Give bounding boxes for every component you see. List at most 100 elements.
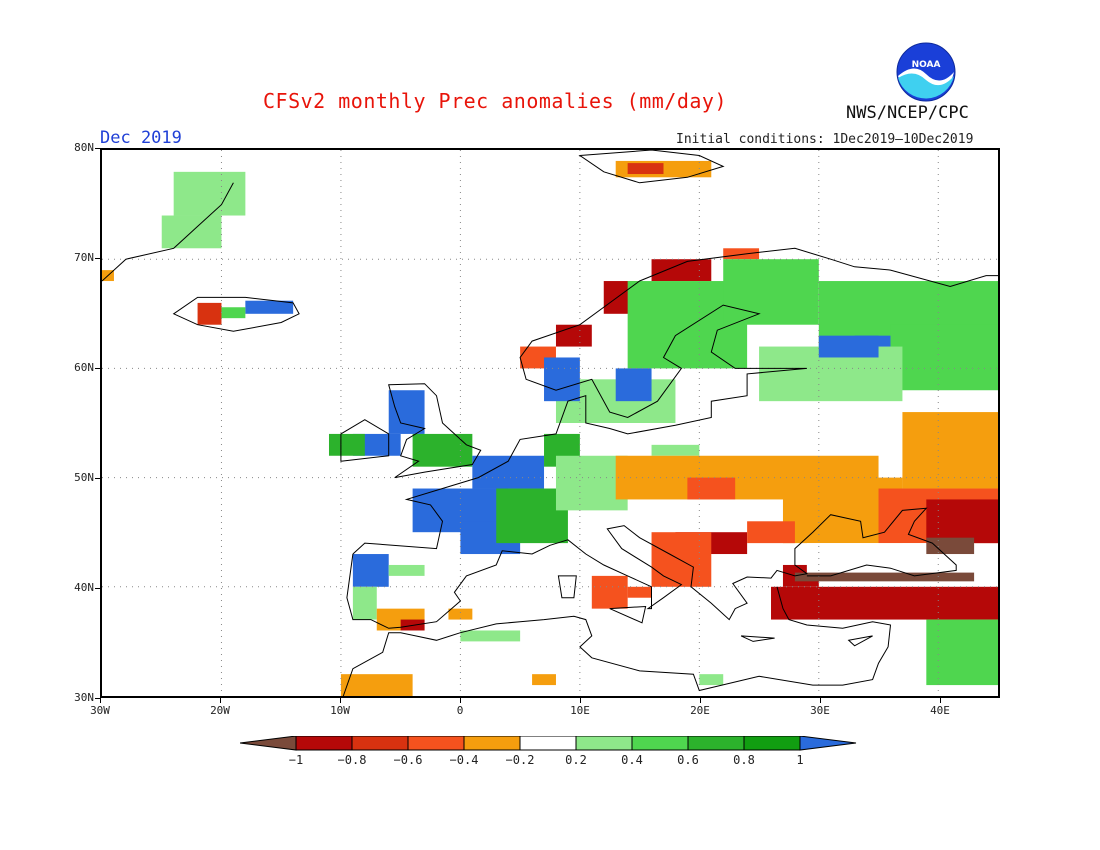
- legend-swatch: [407, 736, 465, 751]
- coastline: [557, 575, 577, 599]
- lon-label: 10E: [570, 704, 590, 717]
- map-canvas: [102, 150, 998, 696]
- anomaly-region-italy-orange: [591, 575, 652, 609]
- anomaly-cell: [627, 586, 652, 598]
- coastline: [346, 507, 957, 629]
- anomaly-cell: [926, 619, 998, 686]
- anomaly-region-svalbard-red: [627, 163, 664, 175]
- lon-label: 10W: [330, 704, 350, 717]
- anomaly-cell: [723, 259, 819, 325]
- anomaly-region-africa-lightgreen: [460, 630, 724, 686]
- legend-label: 0.8: [733, 753, 755, 767]
- anomaly-region-iberia-blue: [352, 554, 389, 587]
- lon-label: 20E: [690, 704, 710, 717]
- anomaly-cell: [352, 586, 377, 620]
- anomaly-region-iceland-west: [197, 302, 222, 325]
- lon-label: 0: [456, 704, 464, 717]
- lon-tick: [940, 698, 941, 703]
- anomaly-map: [100, 148, 1000, 698]
- lon-label: 30W: [90, 704, 110, 717]
- legend-label: −1: [288, 753, 304, 767]
- initial-conditions: Initial conditions: 1Dec2019—10Dec2019: [676, 132, 974, 147]
- lat-tick: [95, 478, 100, 479]
- legend-label: 0.6: [677, 753, 699, 767]
- lat-tick: [95, 368, 100, 369]
- anomaly-cell: [747, 521, 795, 544]
- legend-label: −0.6: [393, 753, 423, 767]
- anomaly-cell: [544, 357, 580, 402]
- anomaly-region-greenland: [161, 171, 246, 249]
- anomaly-cell: [245, 300, 294, 314]
- legend-label: −0.4: [449, 753, 479, 767]
- noaa-logo-icon: NOAA: [896, 42, 956, 102]
- graticule: [102, 150, 998, 696]
- anomaly-region-middle-east-green: [926, 619, 998, 686]
- lon-label: 40E: [930, 704, 950, 717]
- lat-label: 70N: [74, 251, 94, 264]
- coastline: [609, 605, 647, 624]
- coastline: [172, 296, 300, 332]
- lat-label: 40N: [74, 581, 94, 594]
- anomaly-region-iceland-green: [221, 307, 246, 319]
- lon-label: 30E: [810, 704, 830, 717]
- coastlines: [102, 150, 998, 696]
- anomaly-cell: [890, 324, 998, 391]
- anomaly-cell: [448, 608, 473, 620]
- anomaly-cell: [412, 433, 473, 467]
- anomaly-cell: [651, 532, 712, 587]
- legend-swatch: [519, 736, 577, 751]
- lon-tick: [700, 698, 701, 703]
- anomaly-cell: [771, 586, 998, 620]
- lon-tick: [100, 698, 101, 703]
- svg-text:NOAA: NOAA: [912, 60, 941, 70]
- coastline: [342, 586, 892, 696]
- anomaly-region-baltic-blue: [544, 335, 891, 402]
- anomaly-cell: [352, 554, 389, 587]
- anomaly-cell: [926, 537, 975, 555]
- legend-swatch: [799, 736, 857, 751]
- anomaly-cell: [591, 575, 628, 609]
- anomaly-cell: [532, 674, 556, 686]
- anomaly-cell: [388, 564, 425, 576]
- legend-label: 1: [796, 753, 804, 767]
- anomaly-cell: [555, 324, 592, 347]
- coastline: [578, 150, 725, 184]
- legend-swatch: [463, 736, 521, 751]
- legend-swatch: [575, 736, 633, 751]
- lat-tick: [95, 588, 100, 589]
- anomaly-cell: [627, 163, 664, 175]
- lon-tick: [340, 698, 341, 703]
- legend-swatch: [240, 736, 297, 751]
- anomaly-cell: [902, 412, 998, 489]
- agency-label: NWS/NCEP/CPC: [846, 103, 969, 123]
- map-title: CFSv2 monthly Prec anomalies (mm/day): [262, 89, 728, 113]
- forecast-month: Dec 2019: [100, 128, 182, 148]
- anomaly-cell: [340, 674, 413, 696]
- lat-tick: [95, 148, 100, 149]
- coastline: [847, 635, 873, 647]
- anomaly-cell: [651, 444, 700, 456]
- anomaly-region-uk-green: [328, 433, 473, 467]
- coastline: [340, 419, 390, 462]
- lat-tick: [95, 698, 100, 699]
- legend-swatch: [295, 736, 353, 751]
- anomaly-cell: [723, 248, 760, 260]
- lon-label: 20W: [210, 704, 230, 717]
- anomaly-region-africa-orange: [448, 608, 556, 686]
- lat-label: 60N: [74, 361, 94, 374]
- anomaly-region-france-blue: [412, 455, 545, 555]
- anomaly-cell: [651, 259, 712, 282]
- legend-label: 0.2: [565, 753, 587, 767]
- anomaly-region-iceland-east: [245, 300, 294, 314]
- lon-tick: [460, 698, 461, 703]
- legend-label: −0.2: [505, 753, 535, 767]
- lat-label: 30N: [74, 691, 94, 704]
- anomaly-cell: [615, 368, 652, 402]
- anomaly-cell: [328, 433, 365, 456]
- coastline: [740, 635, 775, 642]
- legend-swatch: [351, 736, 409, 751]
- anomaly-region-balkans-orange: [651, 521, 795, 587]
- lon-tick: [820, 698, 821, 703]
- legend-swatch: [687, 736, 745, 751]
- anomaly-region-scandinavia-green: [627, 259, 998, 391]
